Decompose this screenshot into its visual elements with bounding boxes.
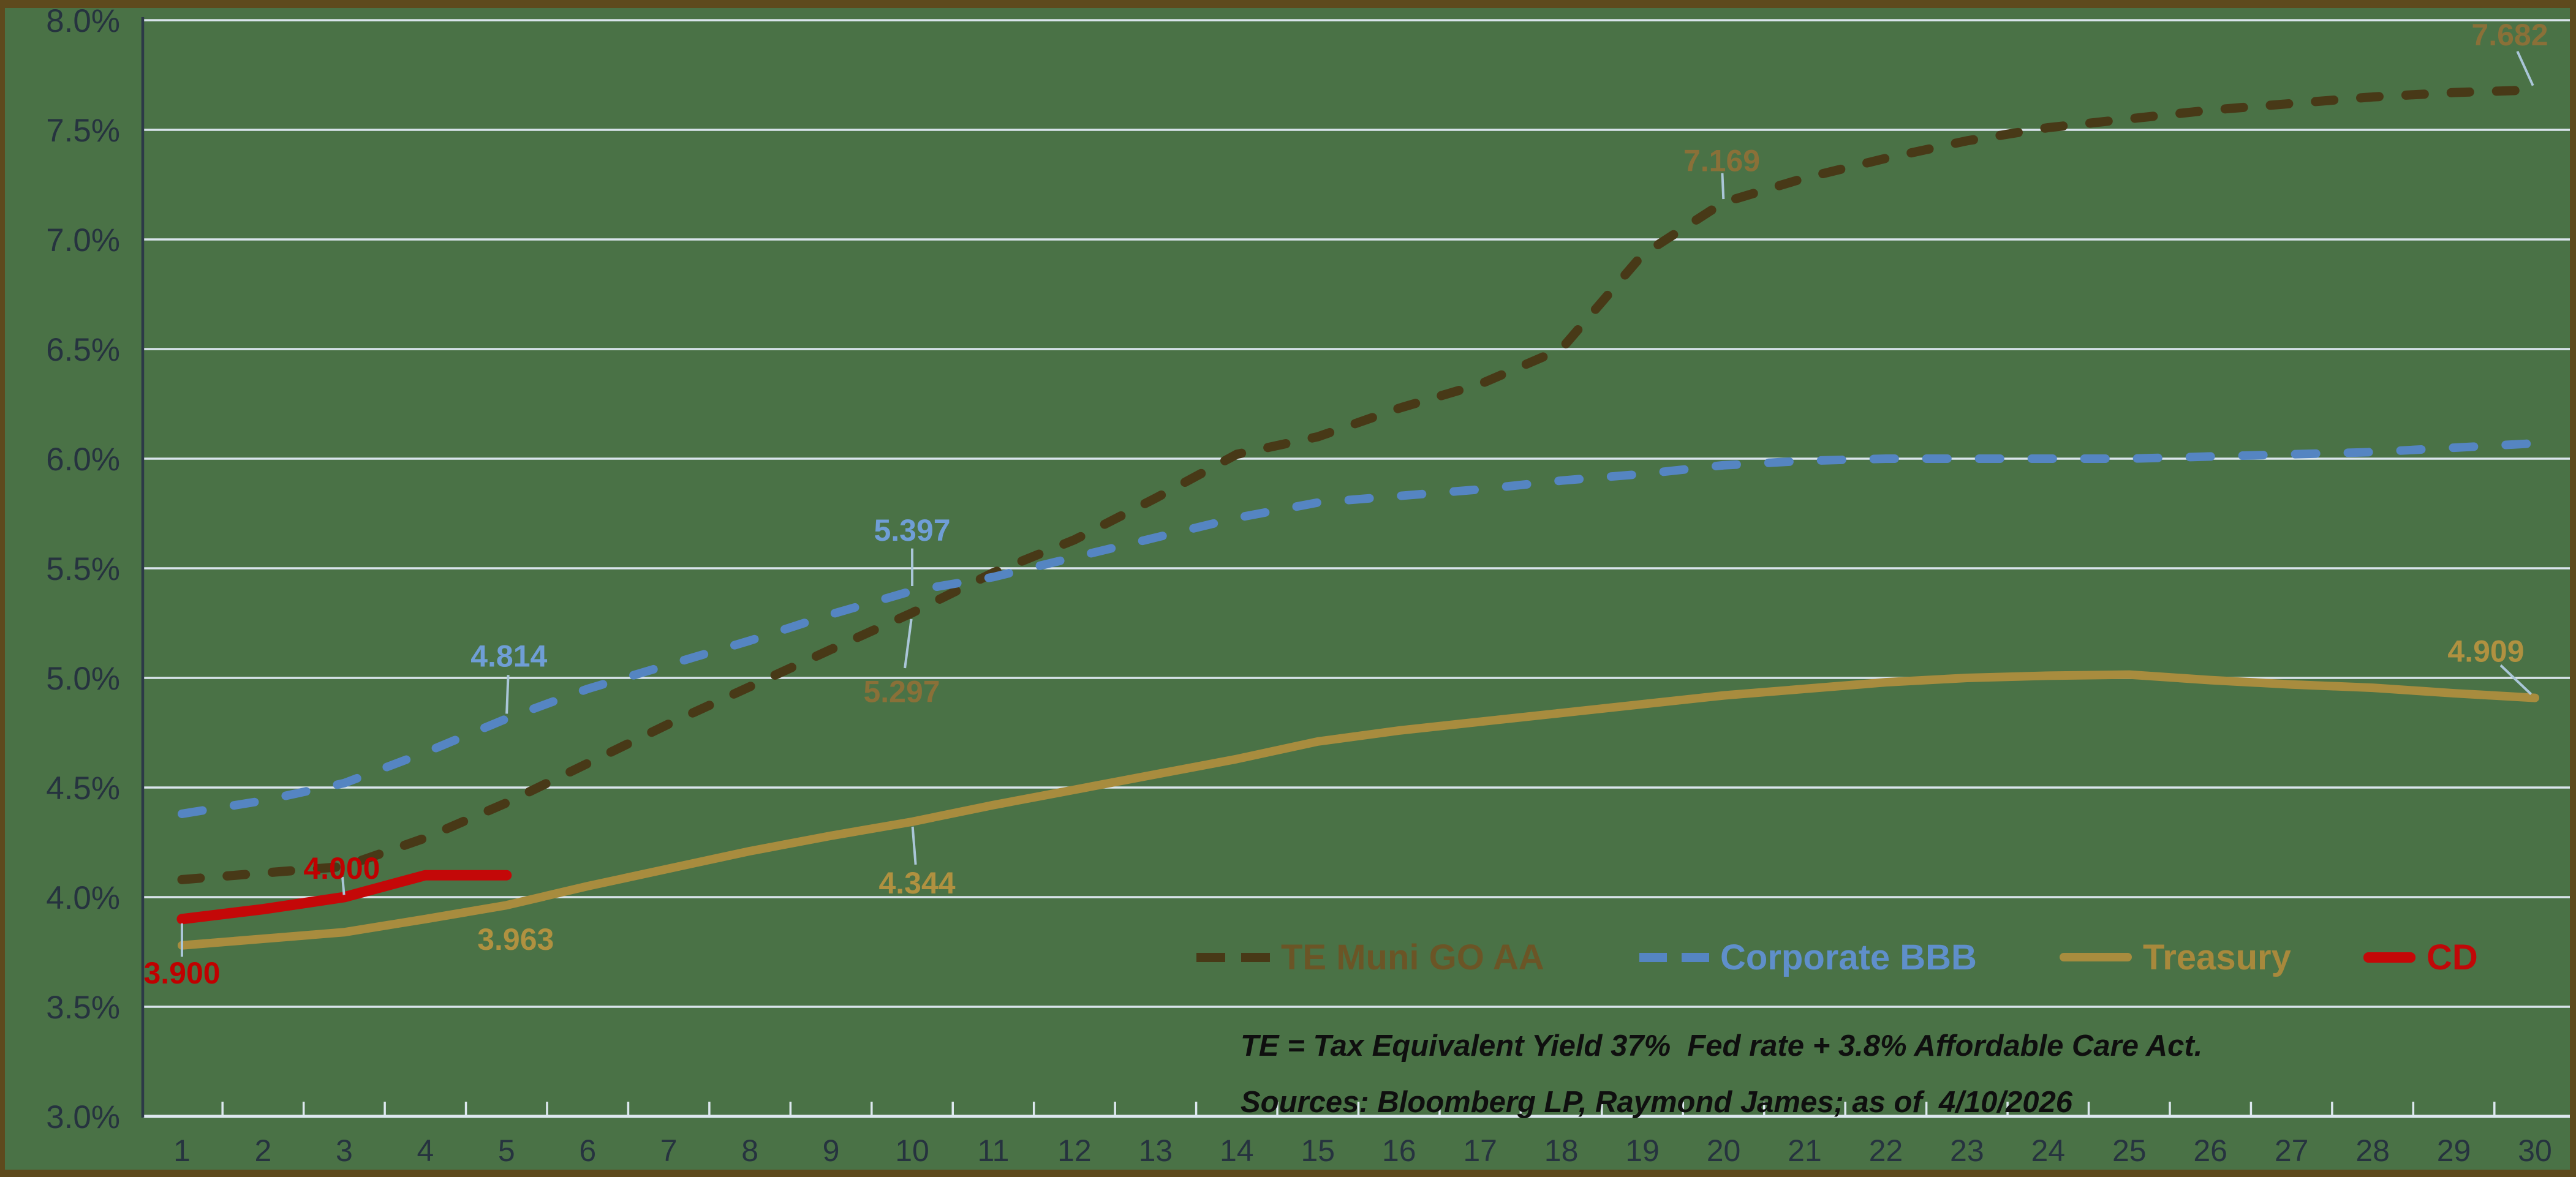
frame-border-bottom xyxy=(0,1170,2576,1177)
svg-text:3.900: 3.900 xyxy=(143,956,220,990)
svg-text:27: 27 xyxy=(2275,1134,2309,1168)
svg-text:6.5%: 6.5% xyxy=(46,332,120,368)
svg-text:17: 17 xyxy=(1463,1134,1497,1168)
legend-item-te-muni-go-aa: TE Muni GO AA xyxy=(1196,935,1544,979)
svg-text:21: 21 xyxy=(1788,1134,1822,1168)
frame-border-top xyxy=(0,0,2576,8)
svg-text:7.169: 7.169 xyxy=(1683,143,1760,178)
svg-text:14: 14 xyxy=(1220,1134,1254,1168)
svg-text:6.0%: 6.0% xyxy=(46,442,120,478)
svg-text:8: 8 xyxy=(741,1134,758,1168)
svg-text:4: 4 xyxy=(417,1134,434,1168)
legend-label: TE Muni GO AA xyxy=(1281,937,1544,977)
svg-text:18: 18 xyxy=(1544,1134,1579,1168)
svg-text:28: 28 xyxy=(2355,1134,2390,1168)
svg-text:23: 23 xyxy=(1950,1134,1984,1168)
te-muni-dashed-line-swatch xyxy=(1196,952,1270,962)
cd-solid-line-swatch xyxy=(2363,952,2415,963)
svg-text:4.0%: 4.0% xyxy=(46,880,120,916)
legend-label: Corporate BBB xyxy=(1720,937,1977,977)
legend-label: CD xyxy=(2427,937,2478,977)
svg-text:3.5%: 3.5% xyxy=(46,990,120,1026)
footnote-sources: Sources: Bloomberg LP, Raymond James; as… xyxy=(1241,1086,2073,1119)
svg-text:3: 3 xyxy=(336,1134,353,1168)
svg-text:5.0%: 5.0% xyxy=(46,661,120,697)
svg-text:10: 10 xyxy=(895,1134,929,1168)
svg-text:24: 24 xyxy=(2031,1134,2065,1168)
svg-text:7.682: 7.682 xyxy=(2471,18,2548,52)
svg-text:25: 25 xyxy=(2112,1134,2147,1168)
svg-text:4.000: 4.000 xyxy=(303,851,380,886)
svg-text:19: 19 xyxy=(1625,1134,1660,1168)
svg-text:12: 12 xyxy=(1057,1134,1092,1168)
footnote-tax-equivalent: TE = Tax Equivalent Yield 37% Fed rate +… xyxy=(1241,1029,2203,1062)
legend-item-cd: CD xyxy=(2363,935,2478,979)
legend-item-treasury: Treasury xyxy=(2060,935,2291,979)
svg-text:4.814: 4.814 xyxy=(470,639,547,674)
svg-text:16: 16 xyxy=(1382,1134,1416,1168)
treasury-solid-line-swatch xyxy=(2060,953,2132,961)
corporate-bbb-dashed-line-swatch xyxy=(1639,952,1709,962)
svg-text:3.0%: 3.0% xyxy=(46,1099,120,1135)
svg-text:15: 15 xyxy=(1301,1134,1335,1168)
svg-text:6: 6 xyxy=(579,1134,596,1168)
svg-text:5: 5 xyxy=(498,1134,515,1168)
svg-text:7.0%: 7.0% xyxy=(46,222,120,258)
svg-text:8.0%: 8.0% xyxy=(46,3,120,39)
frame-border-left xyxy=(0,0,5,1177)
legend-item-corporate-bbb: Corporate BBB xyxy=(1639,935,1977,979)
svg-text:5.397: 5.397 xyxy=(874,513,950,547)
svg-text:4.5%: 4.5% xyxy=(46,770,120,807)
svg-text:7.5%: 7.5% xyxy=(46,113,120,149)
svg-text:9: 9 xyxy=(823,1134,840,1168)
svg-text:26: 26 xyxy=(2193,1134,2227,1168)
svg-text:30: 30 xyxy=(2518,1134,2552,1168)
svg-text:4.909: 4.909 xyxy=(2447,634,2524,669)
legend-label: Treasury xyxy=(2143,937,2291,977)
svg-text:7: 7 xyxy=(660,1134,678,1168)
frame-border-right xyxy=(2570,0,2576,1177)
svg-text:4.344: 4.344 xyxy=(878,866,955,900)
svg-text:5.297: 5.297 xyxy=(863,675,940,709)
svg-text:5.5%: 5.5% xyxy=(46,551,120,587)
svg-text:1: 1 xyxy=(173,1134,191,1168)
svg-text:13: 13 xyxy=(1139,1134,1173,1168)
svg-text:20: 20 xyxy=(1707,1134,1741,1168)
svg-text:29: 29 xyxy=(2437,1134,2471,1168)
svg-text:3.963: 3.963 xyxy=(477,922,554,957)
svg-text:11: 11 xyxy=(978,1134,1010,1168)
svg-text:22: 22 xyxy=(1869,1134,1903,1168)
svg-text:2: 2 xyxy=(255,1134,272,1168)
